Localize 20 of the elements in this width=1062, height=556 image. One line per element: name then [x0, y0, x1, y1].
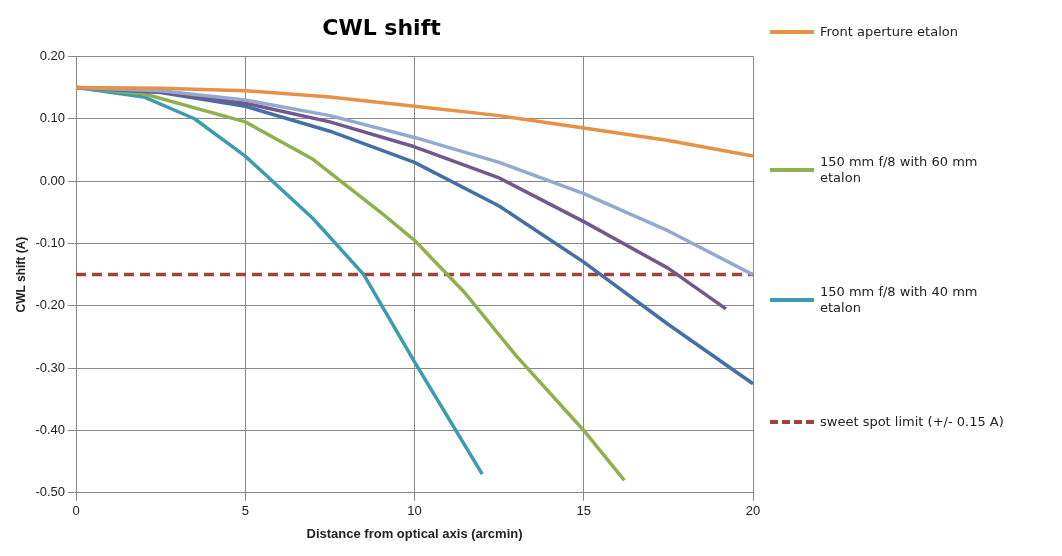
legend-label: 150 mm f/8 with 60 mm etalon	[820, 154, 979, 186]
x-axis-title: Distance from optical axis (arcmin)	[306, 525, 523, 541]
legend-label: 150 mm f/8 with 40 mm etalon	[820, 284, 979, 316]
x-tick-label: 5	[241, 503, 249, 519]
y-tick-label: -0.40	[35, 422, 66, 438]
x-tick-label: 20	[745, 503, 761, 519]
x-tick-label: 15	[576, 503, 591, 519]
legend-label: sweet spot limit (+/- 0.15 A)	[820, 414, 1005, 430]
y-tick-label: -0.10	[35, 235, 66, 251]
y-tick-label: 0.00	[39, 172, 66, 188]
y-tick-label: -0.20	[35, 297, 66, 313]
y-axis-title: CWL shift (A)	[13, 236, 28, 313]
y-tick-label: -0.30	[35, 359, 66, 375]
chart-title: CWL shift	[322, 14, 442, 40]
y-tick-label: 0.10	[39, 110, 66, 126]
legend-label: Front aperture etalon	[820, 24, 959, 40]
x-tick-label: 0	[72, 503, 80, 519]
x-tick-label: 10	[407, 503, 422, 519]
y-tick-label: 0.20	[39, 47, 66, 63]
y-tick-label: -0.50	[35, 484, 66, 500]
